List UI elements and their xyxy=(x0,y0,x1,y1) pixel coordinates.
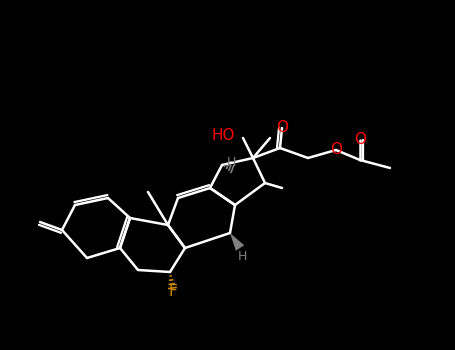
Polygon shape xyxy=(230,233,244,251)
Text: F: F xyxy=(169,285,177,300)
Text: H: H xyxy=(226,155,236,168)
Text: HO: HO xyxy=(212,128,235,143)
Text: O: O xyxy=(276,120,288,135)
Text: O: O xyxy=(354,133,366,147)
Text: O: O xyxy=(330,142,342,158)
Text: H: H xyxy=(238,250,247,262)
